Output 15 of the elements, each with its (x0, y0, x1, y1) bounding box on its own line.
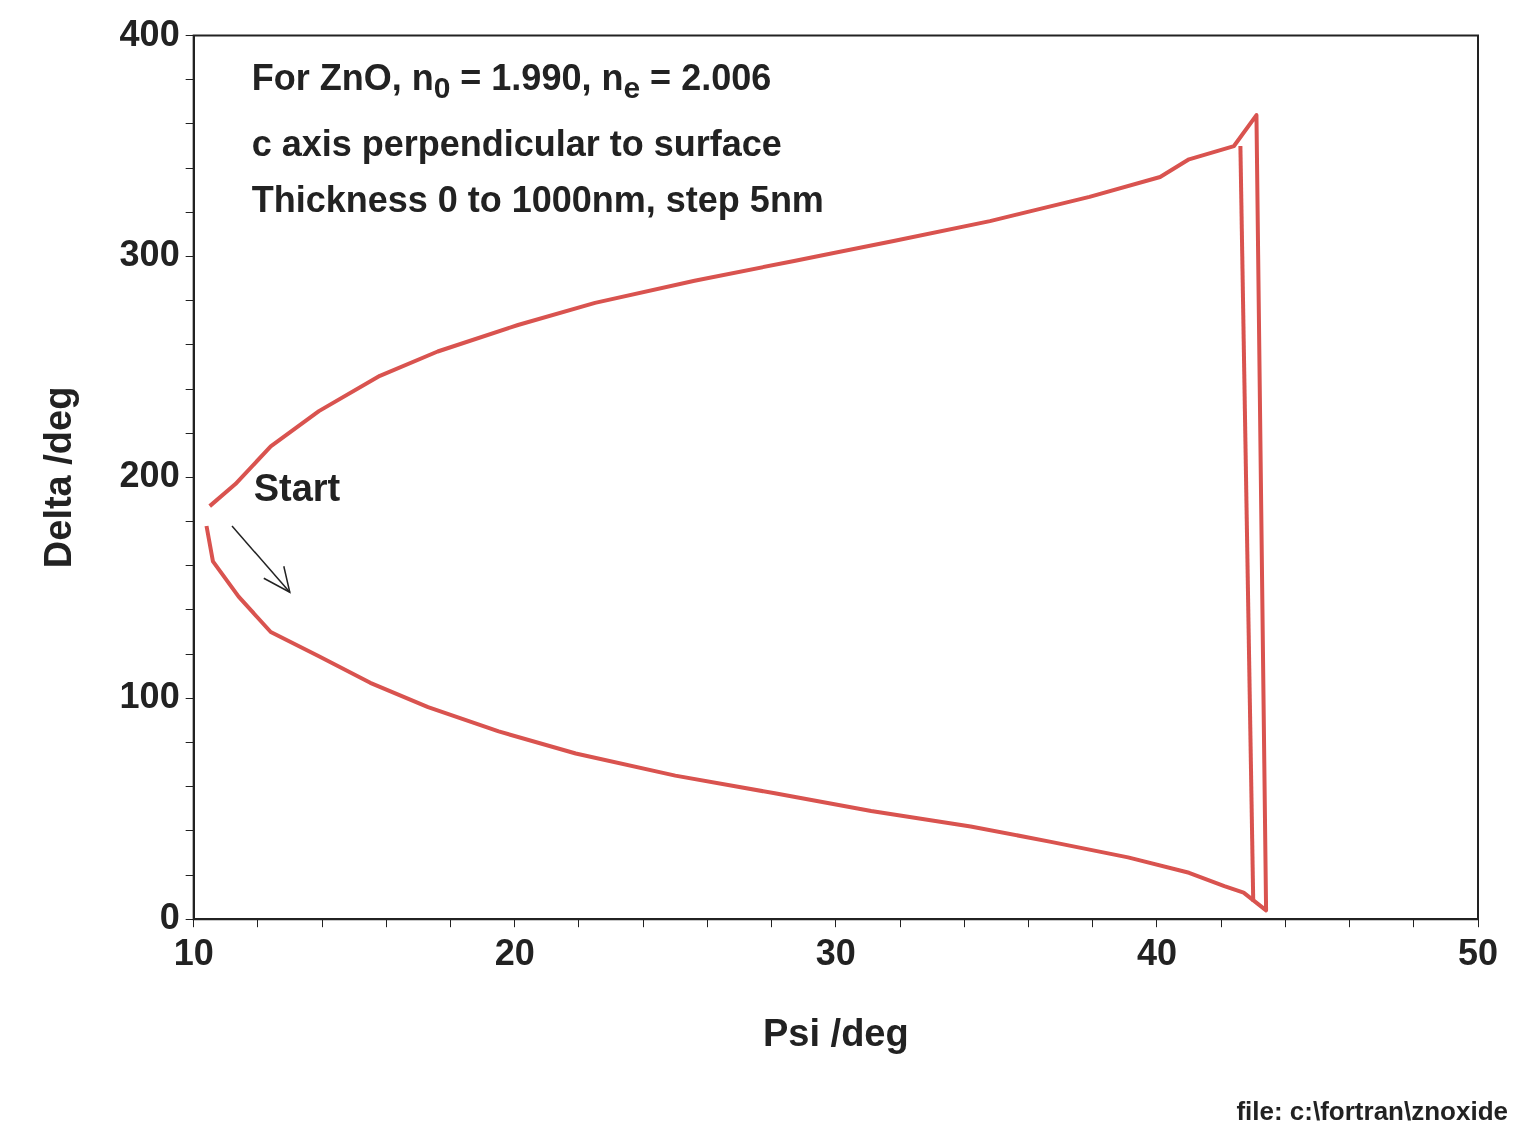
y-tick-label: 400 (119, 12, 180, 54)
y-tick-label: 300 (119, 233, 180, 275)
y-axis-title: Delta /deg (37, 386, 80, 569)
annotation: Thickness 0 to 1000nm, step 5nm (251, 177, 824, 222)
annotation: c axis perpendicular to surface (251, 121, 783, 166)
y-tick-label: 100 (119, 675, 180, 717)
annotation: Start (253, 467, 341, 510)
annotation: For ZnO, n$_{0}$ = 1.990, n$_{e}$ = 2.006 (251, 55, 773, 106)
x-tick-label: 30 (815, 931, 856, 973)
x-tick-label: 20 (494, 931, 535, 973)
x-axis-title: Psi /deg (762, 1011, 909, 1054)
x-tick-label: 40 (1136, 931, 1177, 973)
y-tick-label: 200 (119, 454, 180, 496)
text: file: c:\fortran\znoxide (1236, 1096, 1508, 1127)
x-tick-label: 50 (1457, 931, 1499, 973)
